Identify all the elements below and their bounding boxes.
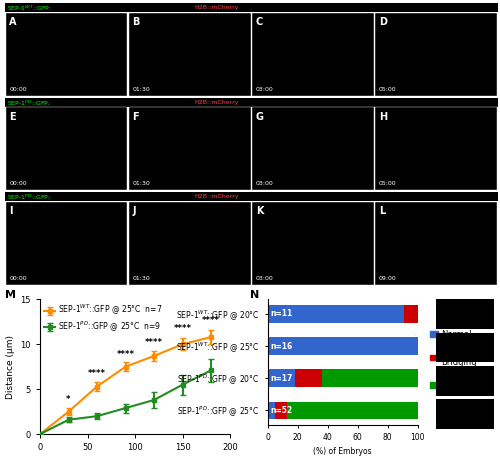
Text: G: G — [256, 112, 264, 122]
Bar — [275, 402, 287, 420]
Text: ****: **** — [202, 315, 220, 324]
Text: L: L — [379, 206, 385, 216]
Y-axis label: Distance (μm): Distance (μm) — [6, 335, 15, 399]
Text: SEP-1$^{WT}$::GFP;: SEP-1$^{WT}$::GFP; — [8, 3, 55, 12]
Text: H2B::mCherry: H2B::mCherry — [194, 100, 239, 105]
Text: C: C — [256, 17, 263, 27]
Bar — [268, 369, 294, 387]
Text: 03:00: 03:00 — [256, 181, 274, 186]
Text: n=11: n=11 — [270, 309, 293, 319]
Bar — [294, 369, 322, 387]
Text: 03:00: 03:00 — [256, 87, 274, 92]
Text: ****: **** — [88, 368, 106, 377]
Text: 00:00: 00:00 — [10, 87, 27, 92]
Text: E: E — [10, 112, 16, 122]
Text: 05:00: 05:00 — [379, 181, 396, 186]
Text: N: N — [250, 290, 259, 300]
X-axis label: (%) of Embryos: (%) of Embryos — [313, 447, 372, 456]
Text: J: J — [132, 206, 136, 216]
Text: n=52: n=52 — [270, 406, 292, 415]
Text: B: B — [132, 17, 140, 27]
Text: A: A — [10, 17, 17, 27]
Text: ****: **** — [145, 338, 163, 347]
Bar — [404, 305, 417, 323]
Legend: Normal, Ultrafine
Bridging, Severe
Bridging: Normal, Ultrafine Bridging, Severe Bridg… — [426, 327, 481, 398]
Text: 01:30: 01:30 — [132, 276, 150, 281]
Text: 05:00: 05:00 — [379, 87, 396, 92]
Text: M: M — [5, 290, 16, 300]
Text: n=17: n=17 — [270, 374, 293, 383]
Text: H2B::mCherry: H2B::mCherry — [194, 5, 239, 10]
Text: *: * — [66, 395, 71, 404]
Bar — [287, 402, 418, 420]
Text: 01:30: 01:30 — [132, 181, 150, 186]
Text: H2B::mCherry: H2B::mCherry — [194, 194, 239, 199]
Text: 03:00: 03:00 — [256, 276, 274, 281]
Text: K: K — [256, 206, 263, 216]
Bar — [322, 369, 418, 387]
Text: 00:00: 00:00 — [10, 276, 27, 281]
Text: 09:00: 09:00 — [379, 276, 396, 281]
Text: SEP-1$^{PD}$::GFP;: SEP-1$^{PD}$::GFP; — [8, 192, 54, 201]
Text: SEP-1$^{PD}$::GFP;: SEP-1$^{PD}$::GFP; — [8, 98, 54, 106]
Legend: SEP-1$^{WT}$::GFP @ 25°C  n=7, SEP-1$^{PD}$::GFP @ 25°C  n=9: SEP-1$^{WT}$::GFP @ 25°C n=7, SEP-1$^{PD… — [44, 303, 162, 334]
Text: ****: **** — [174, 324, 192, 334]
Text: I: I — [10, 206, 13, 216]
Text: F: F — [132, 112, 139, 122]
Text: 00:00: 00:00 — [10, 181, 27, 186]
Bar — [268, 402, 275, 420]
Bar — [268, 305, 404, 323]
Text: 01:30: 01:30 — [132, 87, 150, 92]
Text: H: H — [379, 112, 387, 122]
Bar — [268, 337, 418, 355]
Text: ****: **** — [116, 350, 134, 359]
Text: D: D — [379, 17, 387, 27]
Text: n=16: n=16 — [270, 341, 293, 351]
